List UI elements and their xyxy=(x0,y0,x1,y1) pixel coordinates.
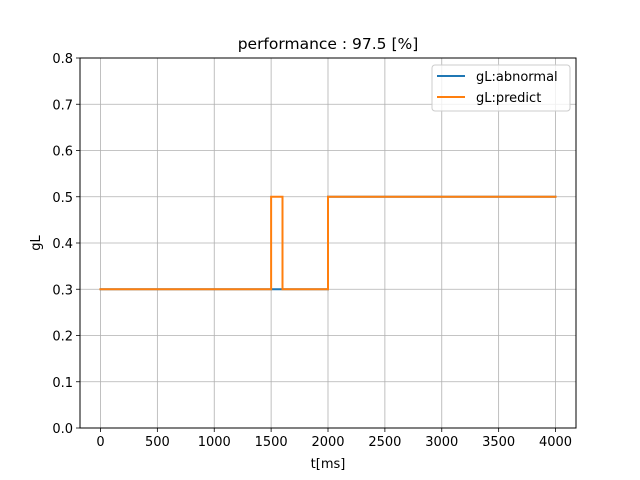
x-tick-label: 1000 xyxy=(198,435,231,450)
y-tick-label: 0.3 xyxy=(52,283,73,298)
x-tick-label: 3500 xyxy=(482,435,515,450)
series-line-gl-predict xyxy=(99,195,557,291)
y-tick-label: 0.7 xyxy=(52,98,73,113)
chart-title: performance : 97.5 [%] xyxy=(238,35,419,53)
x-tick-label: 2000 xyxy=(311,435,344,450)
y-tick-label: 0.0 xyxy=(52,422,73,437)
tick-layer: 0 500 1000 1500 2000 2500 3000 3500 4000 0.0 0.1 0.… xyxy=(52,52,572,450)
x-axis-label: t[ms] xyxy=(311,457,346,472)
x-tick-label: 500 xyxy=(145,435,170,450)
x-tick-label: 2500 xyxy=(368,435,401,450)
x-tick-label: 1500 xyxy=(255,435,288,450)
y-tick-label: 0.8 xyxy=(52,52,73,67)
legend-label-predict: gL:predict xyxy=(476,91,541,106)
series-layer xyxy=(99,195,557,291)
x-tick-label: 4000 xyxy=(539,435,572,450)
y-tick-label: 0.4 xyxy=(52,237,73,252)
y-tick-label: 0.2 xyxy=(52,330,73,345)
x-tick-label: 0 xyxy=(96,435,104,450)
y-tick-label: 0.1 xyxy=(52,376,73,391)
y-tick-label: 0.6 xyxy=(52,145,73,160)
legend-label-abnormal: gL:abnormal xyxy=(476,70,558,85)
legend-frame xyxy=(431,64,571,112)
y-tick-label: 0.5 xyxy=(52,191,73,206)
legend: gL:abnormal gL:predict xyxy=(431,64,571,112)
y-axis-label: gL xyxy=(29,234,44,250)
plot-frame xyxy=(79,57,577,429)
x-tick-label: 3000 xyxy=(425,435,458,450)
